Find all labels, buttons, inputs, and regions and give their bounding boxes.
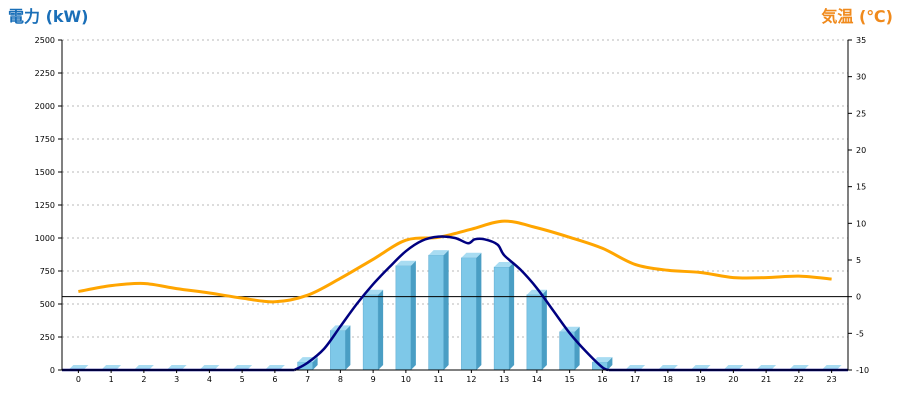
left-tick-label: 250 <box>40 333 55 342</box>
bar-side <box>541 289 547 370</box>
left-tick-label: 1250 <box>35 201 55 210</box>
left-tick-label: 0 <box>50 366 55 375</box>
grid-layer <box>62 39 848 338</box>
x-tick-label: 22 <box>794 375 804 384</box>
x-tick-label: 18 <box>663 375 673 384</box>
x-tick-label: 15 <box>565 375 575 384</box>
bar-side <box>378 289 384 370</box>
right-tick-label: 0 <box>856 293 861 302</box>
x-tick-label: 12 <box>466 375 476 384</box>
x-tick-label: 0 <box>76 375 81 384</box>
left-tick-label: 500 <box>40 300 55 309</box>
right-tick-label: 25 <box>856 109 866 118</box>
x-tick-label: 2 <box>141 375 146 384</box>
bar-series <box>68 250 842 371</box>
bar-side <box>410 260 416 370</box>
bar <box>362 294 379 371</box>
power-line <box>293 235 610 372</box>
x-tick-label: 5 <box>240 375 245 384</box>
bar-side <box>476 252 482 370</box>
left-tick-label: 2000 <box>35 102 55 111</box>
right-tick-label: 15 <box>856 183 866 192</box>
x-tick-label: 6 <box>272 375 277 384</box>
right-tick-label: -10 <box>856 366 869 375</box>
x-tick-label: 9 <box>371 375 376 384</box>
right-tick-label: 5 <box>856 256 861 265</box>
right-tick-label: 30 <box>856 73 866 82</box>
x-tick-label: 16 <box>597 375 607 384</box>
bar <box>493 266 510 371</box>
x-tick-label: 8 <box>338 375 343 384</box>
x-tick-label: 14 <box>532 375 542 384</box>
bar-top <box>395 260 416 266</box>
x-tick-label: 3 <box>174 375 179 384</box>
temperature-line <box>78 219 832 304</box>
x-tick-label: 23 <box>827 375 837 384</box>
x-tick-label: 1 <box>109 375 114 384</box>
x-tick-label: 19 <box>696 375 706 384</box>
right-tick-label: 20 <box>856 146 866 155</box>
bar <box>526 294 543 371</box>
x-tick-label: 7 <box>305 375 310 384</box>
left-tick-label: 1000 <box>35 234 55 243</box>
left-tick-label: 2500 <box>35 36 55 45</box>
bar-side <box>312 357 318 370</box>
left-axis-title: 電力 (kW) <box>8 7 89 26</box>
bar-side <box>574 326 580 370</box>
bar-side <box>509 262 515 370</box>
x-tick-label: 17 <box>630 375 640 384</box>
bar-side <box>607 357 613 370</box>
left-tick-label: 2250 <box>35 69 55 78</box>
right-tick-label: 10 <box>856 219 866 228</box>
right-axis-title: 気温 (℃) <box>821 7 893 26</box>
left-tick-label: 1750 <box>35 135 55 144</box>
left-tick-label: 1500 <box>35 168 55 177</box>
line-series <box>62 219 848 372</box>
x-tick-label: 10 <box>401 375 411 384</box>
x-tick-label: 13 <box>499 375 509 384</box>
left-tick-label: 750 <box>40 267 55 276</box>
x-tick-label: 4 <box>207 375 212 384</box>
bar-top <box>461 252 482 258</box>
right-tick-label: -5 <box>856 329 864 338</box>
x-tick-label: 11 <box>434 375 444 384</box>
bar-top <box>428 250 449 256</box>
right-tick-label: 35 <box>856 36 866 45</box>
bar-side <box>443 250 449 370</box>
bar-side <box>345 325 351 370</box>
x-tick-label: 20 <box>728 375 738 384</box>
x-tick-label: 21 <box>761 375 771 384</box>
axis-layer: 02505007501000125015001750200022502500-1… <box>35 36 869 384</box>
bar <box>461 257 477 371</box>
bar <box>395 265 412 371</box>
bar <box>428 254 444 371</box>
bar-top <box>592 357 613 363</box>
bar-top <box>494 262 515 268</box>
